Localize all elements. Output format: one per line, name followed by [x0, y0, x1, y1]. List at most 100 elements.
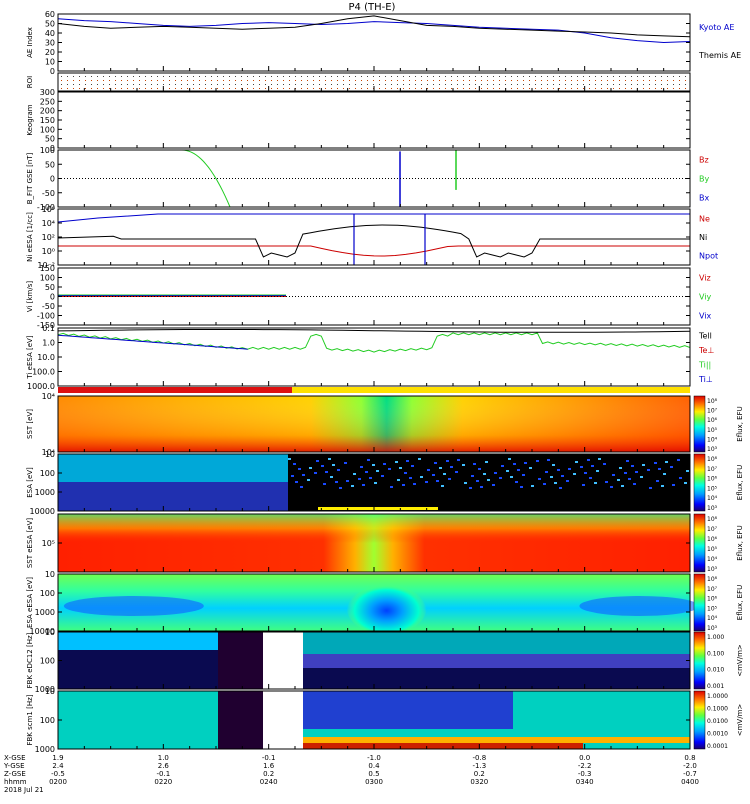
roi-dot	[493, 80, 494, 81]
colorbar-tick-sst2: 10⁴	[707, 556, 718, 563]
roi-dot	[685, 88, 686, 89]
roi-dot	[655, 84, 656, 85]
roi-dot	[679, 80, 680, 81]
roi-dot	[373, 80, 374, 81]
ytick-label-keogram: 200	[40, 107, 55, 116]
esa1-speckle	[545, 471, 548, 473]
esa1-speckle	[381, 475, 384, 477]
roi-dot	[229, 88, 230, 89]
roi-dot	[457, 76, 458, 77]
esa1-speckle	[360, 466, 363, 468]
roi-dot	[589, 80, 590, 81]
roi-dot	[331, 76, 332, 77]
roi-dot	[397, 88, 398, 89]
roi-dot	[301, 80, 302, 81]
roi-dot	[385, 88, 386, 89]
legend-ni: Ne	[699, 214, 710, 223]
roi-dot	[433, 76, 434, 77]
esa1-speckle	[554, 482, 557, 484]
roi-dot	[409, 88, 410, 89]
roi-dot	[61, 80, 62, 81]
roi-dot	[61, 76, 62, 77]
roi-dot	[217, 76, 218, 77]
ytick-label-bfit: 0	[50, 175, 55, 184]
roi-dot	[655, 80, 656, 81]
esa1-speckle	[582, 484, 585, 486]
roi-dot	[649, 88, 650, 89]
esa1-speckle	[679, 477, 682, 479]
roi-dot	[385, 84, 386, 85]
roi-dot	[205, 88, 206, 89]
roi-dot	[427, 76, 428, 77]
roi-dot	[535, 84, 536, 85]
roi-dot	[199, 84, 200, 85]
series-npot	[57, 213, 690, 223]
esa1-speckle	[573, 473, 576, 475]
roi-dot	[445, 88, 446, 89]
roi-dot	[643, 84, 644, 85]
roi-dot	[217, 88, 218, 89]
roi-dot	[265, 80, 266, 81]
roi-dot	[133, 80, 134, 81]
series-ti-perp	[57, 334, 248, 350]
esa1-speckle	[369, 477, 372, 479]
esa1-speckle	[499, 477, 502, 479]
colorbar-tick-fbk1: 0.100	[707, 650, 724, 657]
esa1-speckle	[367, 459, 370, 461]
roi-dot	[193, 84, 194, 85]
roi-dot	[175, 80, 176, 81]
roi-dot	[187, 88, 188, 89]
esa1-speckle	[328, 458, 331, 460]
roi-dot	[91, 88, 92, 89]
esa2-blob-left	[63, 596, 204, 616]
roi-dot	[577, 76, 578, 77]
roi-dot	[565, 80, 566, 81]
roi-dot	[655, 76, 656, 77]
colorbar-label-fbk1: <mV/m>	[736, 644, 744, 677]
roi-dot	[259, 80, 260, 81]
roi-dot	[397, 76, 398, 77]
colorbar-label-esa1: Eflux, EFU	[736, 465, 744, 500]
roi-dot	[529, 88, 530, 89]
roi-dot	[403, 76, 404, 77]
roi-dot	[475, 76, 476, 77]
esa1-speckle	[351, 485, 354, 487]
colorbar-tick-sst2: 10⁶	[707, 536, 718, 543]
esa1-speckle	[404, 472, 407, 474]
roi-dot	[343, 80, 344, 81]
esa1-speckle	[492, 484, 495, 486]
roi-dot	[649, 80, 650, 81]
roi-dot	[139, 88, 140, 89]
roi-dot	[445, 76, 446, 77]
roi-dot	[667, 80, 668, 81]
roi-dot	[145, 76, 146, 77]
xaxis-value: 0.8	[684, 754, 695, 762]
roi-dot	[127, 76, 128, 77]
roi-dot	[109, 80, 110, 81]
roi-dot	[181, 80, 182, 81]
roi-dot	[643, 76, 644, 77]
roi-dot	[379, 84, 380, 85]
roi-dot	[535, 76, 536, 77]
xaxis-value: 0400	[681, 778, 699, 786]
esa1-speckle	[365, 471, 368, 473]
roi-dot	[619, 84, 620, 85]
fbk2-band-low	[303, 743, 583, 749]
colorbar-label-sst1: Eflux, EFU	[736, 406, 744, 441]
esa1-speckle	[462, 464, 465, 466]
roi-dot	[421, 84, 422, 85]
ytick-label-ni: 10⁰	[42, 247, 55, 256]
roi-dot	[481, 76, 482, 77]
colorbar-tick-esa1: 10⁴	[707, 495, 718, 502]
roi-dot	[379, 88, 380, 89]
roi-dot	[109, 76, 110, 77]
roi-dot	[103, 84, 104, 85]
esa1-speckle	[529, 467, 532, 469]
roi-dot	[85, 76, 86, 77]
esa1-speckle	[543, 483, 546, 485]
roi-dot	[625, 88, 626, 89]
roi-dot	[643, 80, 644, 81]
roi-dot	[91, 76, 92, 77]
esa1-speckle	[457, 459, 460, 461]
